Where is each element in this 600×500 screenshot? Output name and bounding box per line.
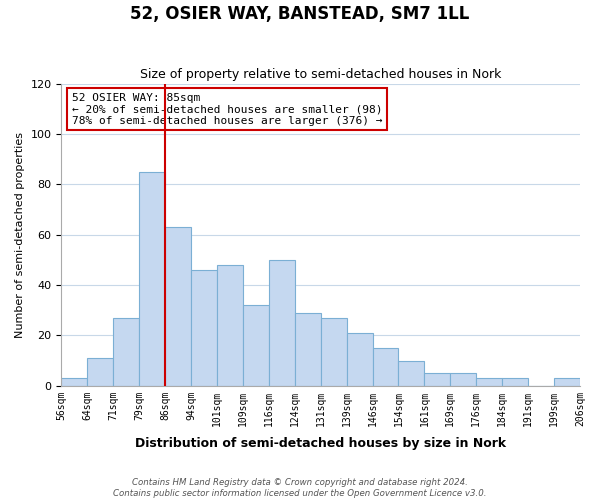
Text: 52 OSIER WAY: 85sqm
← 20% of semi-detached houses are smaller (98)
78% of semi-d: 52 OSIER WAY: 85sqm ← 20% of semi-detach… (72, 92, 382, 126)
Title: Size of property relative to semi-detached houses in Nork: Size of property relative to semi-detach… (140, 68, 502, 81)
Bar (217, 265, 243, 386)
Text: 52, OSIER WAY, BANSTEAD, SM7 1LL: 52, OSIER WAY, BANSTEAD, SM7 1LL (130, 5, 470, 23)
Text: Contains HM Land Registry data © Crown copyright and database right 2024.
Contai: Contains HM Land Registry data © Crown c… (113, 478, 487, 498)
Bar (321, 318, 347, 386)
Bar (139, 172, 165, 386)
Y-axis label: Number of semi-detached properties: Number of semi-detached properties (15, 132, 25, 338)
Bar (269, 260, 295, 386)
Bar (373, 348, 398, 386)
Bar (191, 270, 217, 386)
X-axis label: Distribution of semi-detached houses by size in Nork: Distribution of semi-detached houses by … (135, 437, 506, 450)
Bar (243, 305, 269, 386)
Bar (88, 358, 113, 386)
Bar (554, 378, 580, 386)
Bar (502, 378, 528, 386)
Bar (61, 378, 88, 386)
Bar (165, 227, 191, 386)
Bar (476, 378, 502, 386)
Bar (424, 373, 451, 386)
Bar (451, 373, 476, 386)
Bar (295, 312, 321, 386)
Bar (347, 333, 373, 386)
Bar (398, 360, 424, 386)
Bar (113, 318, 139, 386)
